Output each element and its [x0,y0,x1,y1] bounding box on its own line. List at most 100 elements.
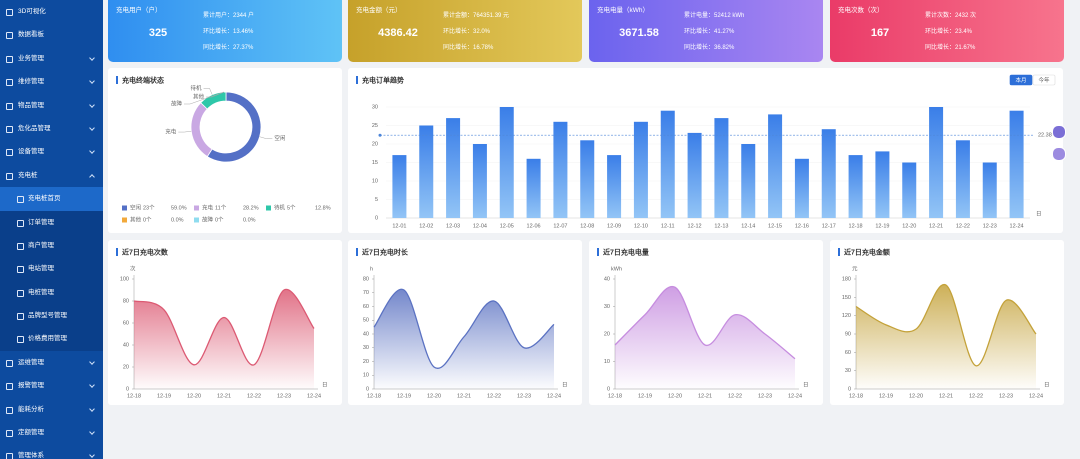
menu-chevron [89,359,95,365]
legend-percent: 0.0% [171,217,184,223]
menu-icon [6,102,13,110]
menu-label: 数据看板 [18,31,44,39]
menu-icon [17,219,24,227]
kpi-line: 环比增长：32.0% [443,29,491,35]
bar [607,155,622,218]
y-tick-label: 150 [842,295,851,301]
menu-item[interactable]: 充电桩 [0,164,103,187]
submenu-item[interactable]: 充电桩首页 [0,187,103,211]
kpi-card: 充电次数（次） 167 累计次数：2432 次环比增长：23.4% 同比增长：21.6… [830,0,1064,62]
x-tick-label: 12-14 [741,223,755,229]
x-tick-label: 12-04 [473,223,487,229]
submenu-item[interactable]: 商户管理 [0,233,103,258]
panel-title: 近7日充电时长 [362,247,409,256]
kpi-line: 累计用户：2344 户 [203,13,255,19]
kpi-line: 同比增长：16.78% [443,45,494,51]
area [374,289,554,389]
x-tick-label: 12-22 [728,393,742,399]
menu-item[interactable]: 数据看板 [0,23,103,46]
bar [392,155,407,218]
average-dot [378,133,382,137]
legend-count: 5个 [287,204,296,211]
menu-item[interactable]: 危化品管理 [0,117,103,140]
bar [848,155,863,218]
x-tick-label: 12-24 [788,393,802,399]
x-unit: 日 [562,381,568,388]
y-tick-label: 5 [375,197,378,203]
x-tick-label: 12-03 [446,223,460,229]
menu-icon [6,172,13,180]
area-panel: 近7日充电电量 kWh 0 10 20 30 40 日 12-18 12-19 12-20 12-21… [589,240,823,405]
menu-chevron [89,78,95,85]
menu-item[interactable]: 设备管理 [0,140,103,163]
menu-item[interactable]: 定额管理 [0,421,103,444]
y-tick-label: 60 [845,350,851,356]
menu-icon [17,289,24,297]
bar [446,118,461,218]
kpi-line: 累计金额：764351.39 元 [443,13,510,19]
menu-item[interactable]: 运维管理 [0,351,103,374]
kpi-title: 充电用户（户） [116,7,162,14]
menu-item[interactable]: 业务管理 [0,47,103,70]
menu-label: 危化品管理 [18,124,51,132]
panel-title: 近7日充电金额 [844,247,890,256]
title-bar [356,76,358,84]
menu-item[interactable]: 能耗分析 [0,398,103,421]
x-tick-label: 12-09 [607,223,621,229]
float-button[interactable] [1052,125,1066,139]
submenu-item[interactable]: 价格费用管理 [0,327,103,351]
title-bar [597,248,599,256]
y-tick-label: 30 [372,104,378,110]
legend-percent: 28.2% [243,205,259,211]
label-leader [203,88,213,95]
menu-item[interactable]: 管理体系 [0,444,103,459]
submenu-item[interactable]: 品牌型号管理 [0,304,103,328]
x-tick-label: 12-21 [698,393,712,399]
menu-item[interactable]: 维修管理 [0,70,103,93]
legend-percent: 0.0% [243,217,256,223]
y-tick-label: 0 [366,386,369,392]
menu-label: 商户管理 [28,241,54,249]
menu-item[interactable]: 物品管理 [0,94,103,117]
menu-item[interactable]: 报警管理 [0,374,103,397]
menu-chevron [89,125,95,131]
x-unit: 日 [1036,210,1042,217]
donut-slice [200,91,227,110]
menu-label: 电桩管理 [28,288,54,296]
y-tick-label: 20 [372,141,378,147]
terminal-panel: 充电终端状态 空闲 充电 待机 其他 故障 空闲 23个 59.0% 充电 11个 28.2% 待机 5个… [108,68,342,233]
area-panel: 近7日充电次数次 0 20 40 60 80 100 日 12-18 12-19 12-20 12-2… [108,240,342,405]
x-tick-label: 12-10 [634,223,648,229]
menu-label: 定额管理 [18,429,44,437]
bar [929,107,944,218]
kpi-title: 充电次数（次） [838,7,884,14]
submenu-item[interactable]: 电站管理 [0,257,103,281]
menu-icon [6,9,13,16]
x-tick-label: 12-20 [909,393,923,399]
sidebar: 3D可视化数据看板业务管理 维修管理 物品管理危化品管理设备管理 充电桩 充电桩首页 订单… [0,0,103,459]
y-tick-label: 10 [604,359,610,365]
float-button[interactable] [1052,147,1066,161]
menu-item[interactable]: 3D可视化 [0,0,103,23]
submenu-item[interactable]: 电桩管理 [0,280,103,305]
line [614,285,796,360]
x-tick-label: 12-02 [419,223,433,229]
submenu-item[interactable]: 订单管理 [0,210,103,234]
kpi-card: 充电电量（kWh） 3671.58 累计电量：52412 kWh 环比增长：41.27… [589,0,823,62]
x-tick-label: 12-22 [969,393,983,399]
title-bar [838,248,840,256]
legend-percent: 12.8% [315,205,331,211]
title-bar [356,248,358,256]
kpi-value: 325 [148,27,168,39]
menu-icon [6,32,13,40]
x-tick-label: 12-23 [999,393,1013,399]
x-tick-label: 12-11 [661,223,675,229]
tab[interactable] [1009,74,1033,86]
y-tick-label: 90 [845,331,851,337]
tab[interactable] [1032,74,1056,86]
slice-label: 故障 [171,99,183,107]
line [855,284,1037,367]
x-tick-label: 12-24 [1010,223,1024,229]
